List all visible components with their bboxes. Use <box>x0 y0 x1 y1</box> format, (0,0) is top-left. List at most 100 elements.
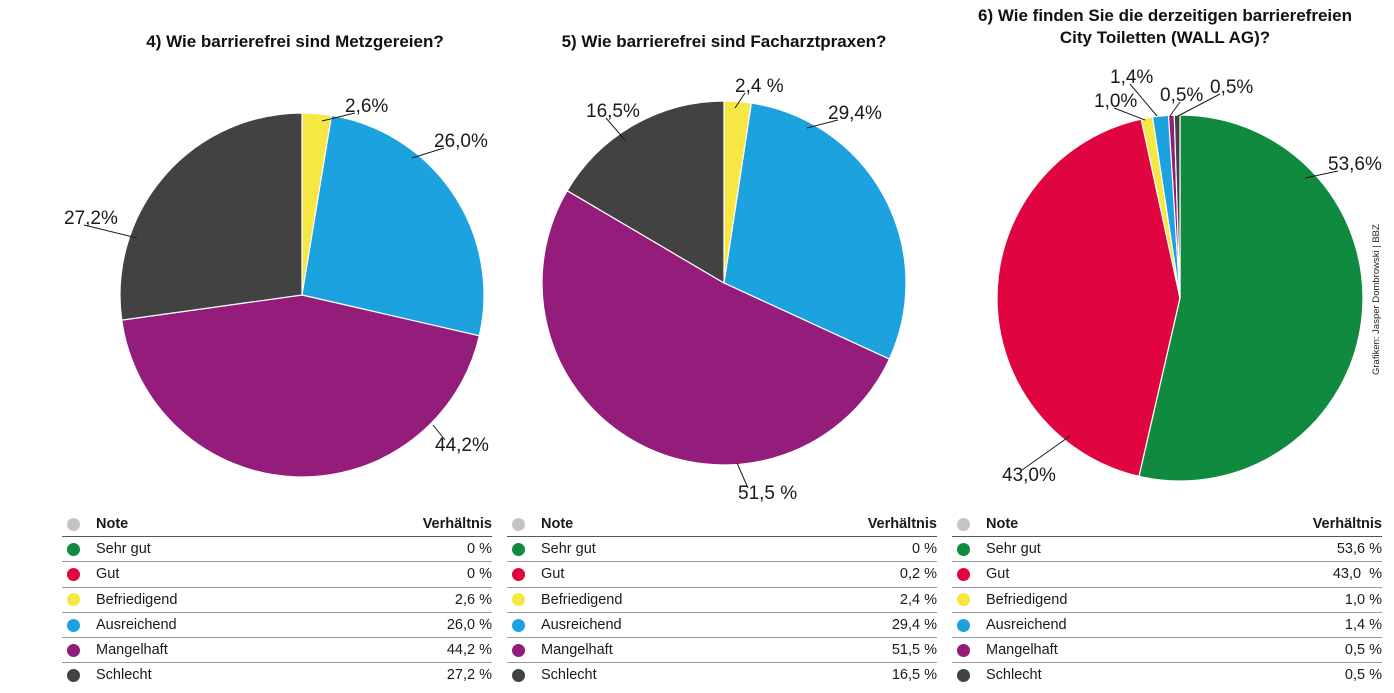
pie-data-label: 1,4% <box>1110 67 1153 88</box>
legend-value: 51,5 % <box>761 637 937 664</box>
legend-note-label: Befriedigend <box>541 587 761 613</box>
legend-note-label: Sehr gut <box>986 536 1206 563</box>
pie-data-label: 0,5% <box>1210 77 1253 98</box>
legend-note-label: Ausreichend <box>96 612 316 638</box>
leader-line <box>1177 93 1221 117</box>
table-row: Gut 0 % <box>62 561 492 588</box>
pie-data-label: 2,4 % <box>735 76 784 97</box>
pie-slice-schlecht <box>119 112 303 321</box>
pie-data-label: 27,2% <box>64 208 118 229</box>
table-row: Schlecht 0,5 % <box>952 663 1382 688</box>
legend-value: 0,5 % <box>1344 667 1382 684</box>
legend-header-row: Note Verhältnis <box>952 512 1382 538</box>
legend-note-label: Ausreichend <box>986 612 1206 638</box>
pie-slice-gut <box>996 118 1181 478</box>
leader-line <box>83 224 138 239</box>
legend-note-label: Befriedigend <box>96 587 316 613</box>
legend-note-label: Mangelhaft <box>96 637 316 664</box>
legend-value: 0 % <box>316 561 492 588</box>
table-row: Sehr gut 53,6 % <box>952 536 1382 563</box>
table-row: Befriedigend 2,4 % <box>507 587 937 613</box>
pie-data-label: 2,6% <box>345 96 388 117</box>
pie-data-label: 44,2% <box>435 435 489 456</box>
pie-data-label: 29,4% <box>828 103 882 124</box>
legend-dot-icon <box>957 568 970 582</box>
legend-value: 0,2 % <box>761 561 937 588</box>
pie-data-label: 16,5% <box>586 101 640 122</box>
leader-line <box>736 462 749 489</box>
legend-table-metzgereien: Note Verhältnis Sehr gut 0 % Gut 0 % Befriedig… <box>62 512 492 687</box>
legend-value: 0 % <box>761 536 937 563</box>
pie-slice-ausreichend <box>301 114 485 337</box>
pie-data-label: 0,5% <box>1160 85 1203 106</box>
pie-chart-facharztpraxen: 2,4 % 29,4% 51,5 % 16,5% <box>541 76 907 504</box>
legend-value: 53,6 % <box>1206 536 1382 563</box>
table-row: Mangelhaft 0,5 % <box>952 637 1382 664</box>
legend-table-city-toiletten: Note Verhältnis Sehr gut 53,6 % Gut 43,0 % Bef… <box>952 512 1382 687</box>
legend-note-label: Befriedigend <box>986 587 1206 613</box>
table-row: Schlecht 27,2 % <box>62 663 492 688</box>
leader-line <box>605 117 626 141</box>
legend-dot-icon <box>957 593 970 607</box>
legend-dot-icon <box>512 568 525 582</box>
legend-note-label: Schlecht <box>96 667 152 684</box>
legend-dot-icon <box>957 668 970 682</box>
leader-line <box>734 92 746 109</box>
legend-value: 16,5 % <box>891 667 937 684</box>
legend-dot-icon <box>512 593 525 607</box>
legend-value: 1,0 % <box>1206 587 1382 613</box>
legend-note-label: Sehr gut <box>96 536 316 563</box>
legend-dot-icon <box>67 643 80 657</box>
legend-value: 1,4 % <box>1206 612 1382 638</box>
legend-dot-icon <box>512 542 525 556</box>
legend-note-label: Gut <box>541 561 761 588</box>
column-header-note: Note <box>986 512 1206 538</box>
legend-note-label: Ausreichend <box>541 612 761 638</box>
column-header-note: Note <box>541 512 761 538</box>
table-row: Sehr gut 0 % <box>507 536 937 563</box>
legend-value: 43,0 % <box>1206 561 1382 588</box>
legend-value: 44,2 % <box>316 637 492 664</box>
legend-note-label: Gut <box>986 561 1206 588</box>
table-row: Ausreichend 1,4 % <box>952 612 1382 638</box>
leader-line <box>411 147 445 159</box>
leader-line <box>1169 101 1181 117</box>
legend-value: 29,4 % <box>761 612 937 638</box>
header-dot-icon <box>512 517 525 531</box>
credit-text: Grafiken: Jasper Dombrowski | BBZ <box>1371 224 1382 375</box>
legend-value: 2,6 % <box>316 587 492 613</box>
table-row: Ausreichend 29,4 % <box>507 612 937 638</box>
table-row: Ausreichend 26,0 % <box>62 612 492 638</box>
column-header-value: Verhältnis <box>761 512 937 538</box>
legend-header-row: Note Verhältnis <box>507 512 937 538</box>
pie-data-label: 51,5 % <box>738 483 797 504</box>
legend-dot-icon <box>67 668 80 682</box>
legend-note-label: Mangelhaft <box>986 637 1206 664</box>
pie-slice-ausreichend <box>723 102 907 360</box>
leader-line <box>1304 170 1339 179</box>
legend-dot-icon <box>67 568 80 582</box>
pie-slice-schlecht <box>566 100 725 285</box>
pie-slice-sehr-gut <box>1138 114 1364 482</box>
pie-data-label: 43,0% <box>1002 465 1056 486</box>
legend-note-label: Schlecht <box>541 667 597 684</box>
table-row: Mangelhaft 51,5 % <box>507 637 937 664</box>
legend-value: 26,0 % <box>316 612 492 638</box>
column-header-note: Note <box>96 512 316 538</box>
leader-line <box>1113 107 1146 121</box>
legend-table-facharztpraxen: Note Verhältnis Sehr gut 0 % Gut 0,2 % Befried… <box>507 512 937 687</box>
chart-panel-facharztpraxen: 5) Wie barrierefrei sind Facharztpraxen?… <box>507 32 937 687</box>
legend-dot-icon <box>957 643 970 657</box>
legend-value: 2,4 % <box>761 587 937 613</box>
legend-value: 0 % <box>316 536 492 563</box>
table-row: Befriedigend 1,0 % <box>952 587 1382 613</box>
table-row: Mangelhaft 44,2 % <box>62 637 492 664</box>
legend-note-label: Gut <box>96 561 316 588</box>
legend-value: 0,5 % <box>1206 637 1382 664</box>
leader-line <box>432 424 446 441</box>
legend-dot-icon <box>67 618 80 632</box>
pie-chart-metzgereien: 2,6% 26,0% 44,2% 27,2% <box>64 96 489 478</box>
chart-title: 4) Wie barrierefrei sind Metzgereien? <box>146 32 444 51</box>
legend-dot-icon <box>67 593 80 607</box>
